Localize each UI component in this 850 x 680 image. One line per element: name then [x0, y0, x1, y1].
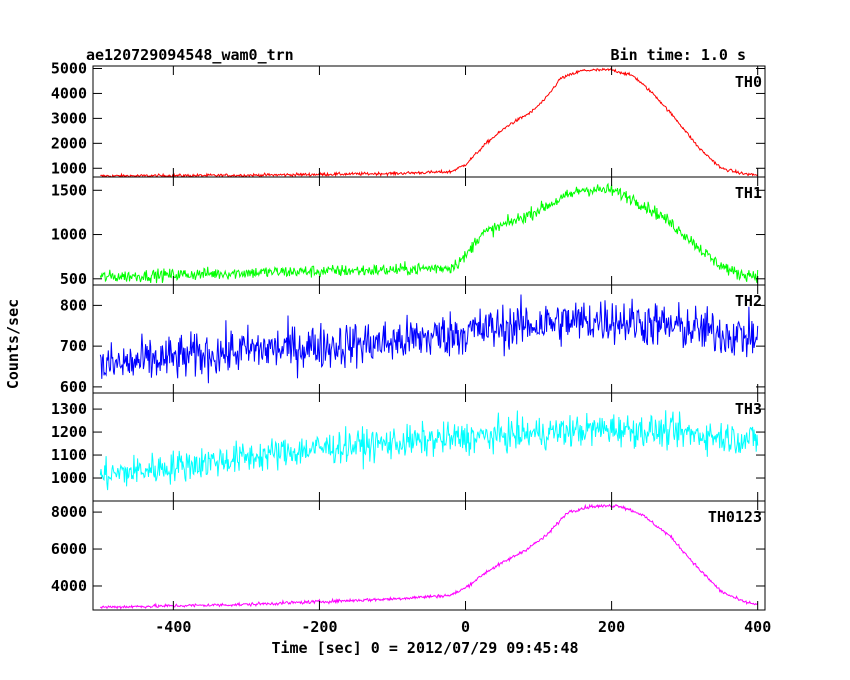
panel-th2: 600 700 800 TH2	[60, 284, 766, 396]
panel-label-th2: TH2	[735, 292, 762, 310]
y-tick-label: 1200	[51, 423, 87, 441]
series-line-th1	[99, 182, 759, 284]
panel-th1: 500 1000 1500 TH1	[51, 176, 766, 288]
y-tick-label: 700	[60, 337, 87, 355]
panel-th3: 1000 1100 1200 1300 TH3	[51, 392, 766, 502]
y-tick-label: 2000	[51, 134, 87, 152]
y-tick-label: 1000	[51, 469, 87, 487]
y-tick-label: 1500	[51, 181, 87, 199]
y-tick-label: 8000	[51, 503, 87, 521]
y-tick-label: 800	[60, 296, 87, 314]
y-tick-label: 1100	[51, 446, 87, 464]
y-tick-label: 4000	[51, 577, 87, 595]
panel-frame	[92, 176, 766, 286]
x-tick-label: 0	[461, 618, 470, 636]
y-tick-label: 500	[60, 270, 87, 288]
x-tick-label: -400	[155, 618, 191, 636]
y-axis-label: Counts/sec	[4, 299, 22, 389]
x-tick-label: 200	[598, 618, 625, 636]
y-tick-label: 1000	[51, 226, 87, 244]
figure-title: ae120729094548_wam0_trn	[86, 46, 294, 64]
panel-frame	[92, 392, 766, 502]
series-line-th3	[99, 410, 759, 491]
bin-time-label: Bin time: 1.0 s	[611, 46, 746, 64]
x-axis-label: Time [sec] 0 = 2012/07/29 09:45:48	[271, 639, 578, 657]
panel-label-th1: TH1	[735, 184, 762, 202]
x-tick-label: 400	[744, 618, 771, 636]
panel-label-th0123: TH0123	[708, 508, 762, 526]
panel-frame	[92, 500, 766, 611]
series-line-th0123	[99, 503, 759, 610]
series-line-th2	[99, 294, 759, 384]
y-tick-label: 1300	[51, 400, 87, 418]
y-tick-label: 4000	[51, 84, 87, 102]
panel-th0123: 4000 6000 8000 TH0123	[51, 500, 766, 611]
panel-frame	[92, 65, 766, 178]
y-tick-label: 3000	[51, 109, 87, 127]
y-tick-label: 5000	[51, 59, 87, 77]
panel-label-th0: TH0	[735, 73, 762, 91]
panel-label-th3: TH3	[735, 400, 762, 418]
y-tick-label: 1000	[51, 159, 87, 177]
y-tick-label: 6000	[51, 540, 87, 558]
series-line-th0	[100, 67, 759, 177]
panel-th0: 1000 2000 3000 4000 5000 TH0	[51, 59, 766, 178]
x-tick-label: -200	[301, 618, 337, 636]
y-tick-label: 600	[60, 378, 87, 396]
